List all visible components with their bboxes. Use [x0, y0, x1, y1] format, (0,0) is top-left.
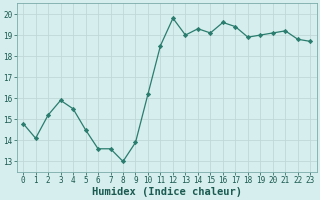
X-axis label: Humidex (Indice chaleur): Humidex (Indice chaleur) [92, 186, 242, 197]
